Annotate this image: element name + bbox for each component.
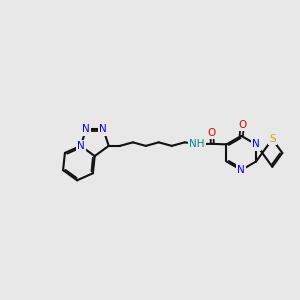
Text: S: S — [269, 134, 276, 144]
Text: O: O — [238, 120, 246, 130]
Text: O: O — [208, 128, 216, 138]
Text: N: N — [100, 124, 107, 134]
Text: N: N — [237, 165, 245, 175]
Text: N: N — [252, 140, 260, 149]
Text: NH: NH — [189, 139, 205, 149]
Text: N: N — [77, 141, 85, 151]
Text: N: N — [82, 124, 90, 134]
